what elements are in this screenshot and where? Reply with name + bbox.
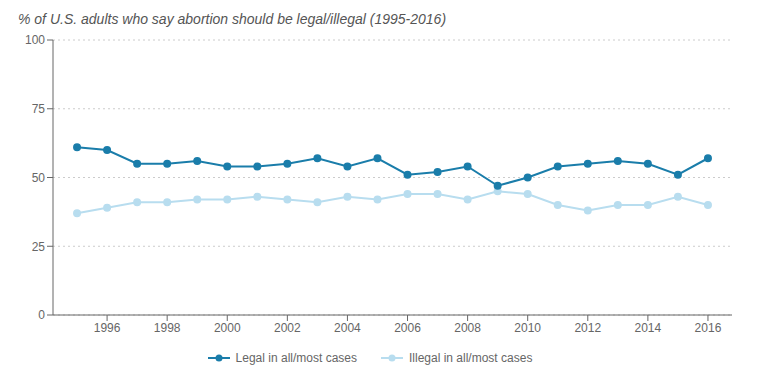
html-text:Illegal in all/most cases: Illegal in all/most cases	[409, 351, 533, 365]
html-text:Legal in all/most cases: Legal in all/most cases	[235, 351, 357, 365]
svg-text:25: 25	[32, 240, 46, 254]
svg-text:1998: 1998	[154, 321, 181, 335]
svg-text:2002: 2002	[274, 321, 301, 335]
svg-text:75: 75	[32, 102, 46, 116]
svg-text:2000: 2000	[214, 321, 241, 335]
svg-text:2014: 2014	[635, 321, 662, 335]
svg-text:2008: 2008	[454, 321, 481, 335]
svg-text:2006: 2006	[394, 321, 421, 335]
svg-text:2004: 2004	[334, 321, 361, 335]
svg-text:100: 100	[25, 33, 45, 47]
svg-text:0: 0	[38, 308, 45, 322]
svg-text:50: 50	[32, 171, 46, 185]
svg-text:2016: 2016	[695, 321, 722, 335]
html-text:% of U.S. adults who say abort: % of U.S. adults who say abortion should…	[18, 11, 446, 27]
svg-text:1996: 1996	[94, 321, 121, 335]
svg-text:2012: 2012	[574, 321, 601, 335]
svg-text:2010: 2010	[514, 321, 541, 335]
